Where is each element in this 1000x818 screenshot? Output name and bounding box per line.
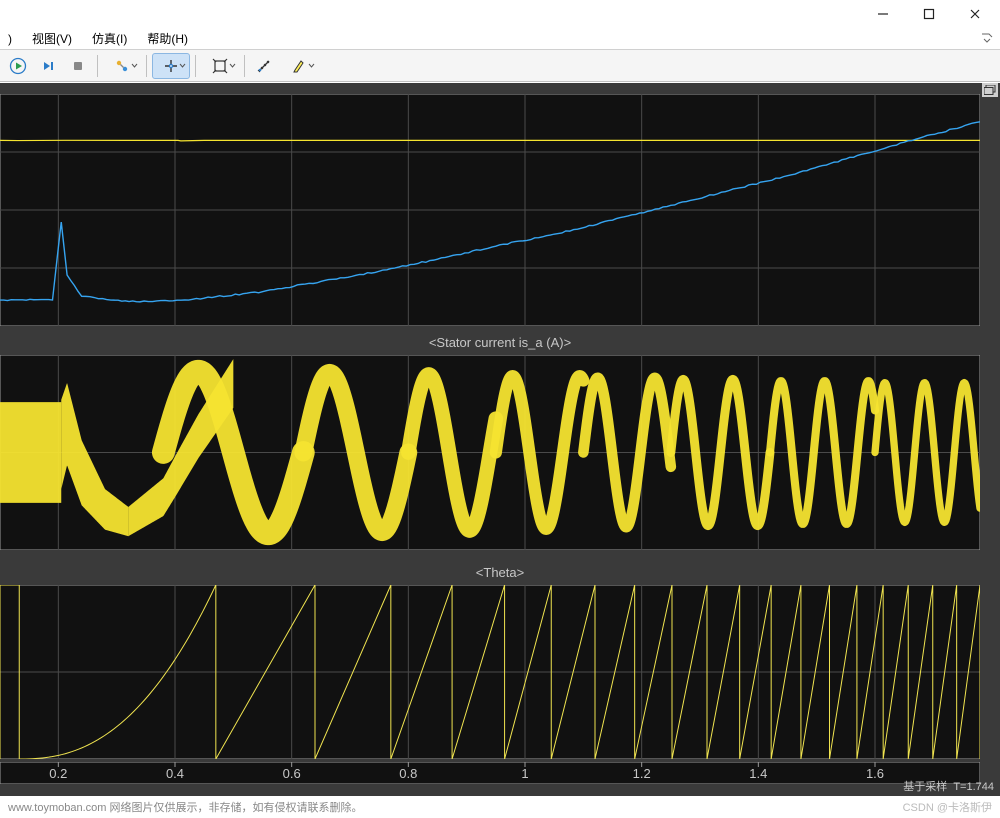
dropdown-icon — [308, 62, 315, 69]
svg-text:1.6: 1.6 — [866, 766, 884, 781]
svg-text:1.2: 1.2 — [633, 766, 651, 781]
zoom-xy-button[interactable] — [152, 53, 190, 79]
footer-left-text: www.toymoban.com 网络图片仅供展示，非存储，如有侵权请联系删除。 — [8, 799, 362, 815]
minimize-button[interactable] — [860, 0, 906, 28]
restore-layout-button[interactable] — [982, 83, 998, 97]
scope-area: <Stator current is_a (A)><Theta>0.20.40.… — [0, 83, 1000, 796]
measure-button[interactable] — [250, 53, 278, 79]
dropdown-icon — [229, 62, 236, 69]
menu-view[interactable]: 视图(V) — [26, 28, 78, 49]
svg-text:0.8: 0.8 — [399, 766, 417, 781]
svg-text:0.4: 0.4 — [166, 766, 184, 781]
signal-icon — [113, 57, 131, 75]
step-forward-button[interactable] — [34, 53, 62, 79]
stop-button[interactable] — [64, 53, 92, 79]
toolbar — [0, 50, 1000, 82]
stop-icon — [69, 57, 87, 75]
panel-theta[interactable] — [0, 585, 980, 759]
window-titlebar — [0, 0, 1000, 28]
maximize-icon — [923, 8, 935, 20]
run-button[interactable] — [4, 53, 32, 79]
play-icon — [9, 57, 27, 75]
panel-stator-current[interactable] — [0, 355, 980, 550]
toolbar-overflow-icon[interactable] — [980, 31, 994, 45]
highlight-button[interactable] — [280, 53, 318, 79]
panel-stator-current-title: <Stator current is_a (A)> — [0, 335, 1000, 350]
footer-right-text: CSDN @卡洛斯伊 — [903, 799, 992, 815]
step-icon — [39, 57, 57, 75]
close-button[interactable] — [952, 0, 998, 28]
x-axis-ticks: 0.2 0.4 0.6 0.8 1 1.2 1.4 1.6 — [0, 762, 980, 784]
autoscale-icon — [211, 57, 229, 75]
highlight-icon — [290, 57, 308, 75]
dropdown-icon — [131, 62, 138, 69]
dropdown-icon — [179, 62, 186, 69]
menu-help[interactable]: 帮助(H) — [141, 28, 194, 49]
status-bar: 基于采样 T=1.744 — [903, 778, 994, 794]
panel-theta-title: <Theta> — [0, 565, 1000, 580]
maximize-button[interactable] — [906, 0, 952, 28]
restore-icon — [984, 85, 996, 95]
zoom-xy-icon — [162, 57, 180, 75]
signal-select-button[interactable] — [103, 53, 141, 79]
menubar: ) 视图(V) 仿真(I) 帮助(H) — [0, 28, 1000, 50]
menu-partial[interactable]: ) — [2, 30, 18, 48]
menu-sim[interactable]: 仿真(I) — [86, 28, 133, 49]
panel-speed[interactable] — [0, 94, 980, 326]
footer: www.toymoban.com 网络图片仅供展示，非存储，如有侵权请联系删除。… — [0, 796, 1000, 818]
sampling-mode-label: 基于采样 — [903, 781, 947, 793]
measure-icon — [255, 57, 273, 75]
autoscale-button[interactable] — [201, 53, 239, 79]
minimize-icon — [877, 8, 889, 20]
svg-text:0.2: 0.2 — [49, 766, 67, 781]
close-icon — [969, 8, 981, 20]
svg-text:1: 1 — [521, 766, 528, 781]
svg-text:0.6: 0.6 — [283, 766, 301, 781]
svg-text:1.4: 1.4 — [749, 766, 767, 781]
time-label: T=1.744 — [953, 781, 994, 793]
